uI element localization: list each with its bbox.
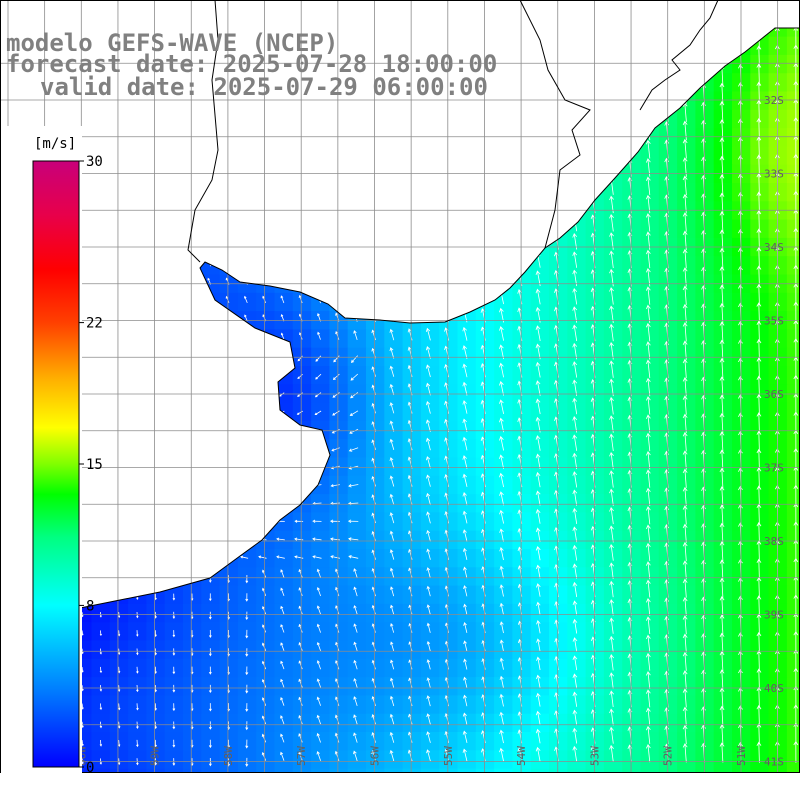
lon-label: 59W xyxy=(149,746,162,766)
lon-label: 60W xyxy=(75,746,88,766)
lon-label: 58W xyxy=(222,746,235,766)
lon-label: 56W xyxy=(369,746,382,766)
lon-label: 52W xyxy=(662,746,675,766)
model-title: modelo GEFS-WAVE (NCEP) xyxy=(6,29,339,57)
lat-label: 34S xyxy=(764,241,784,254)
lat-label: 33S xyxy=(764,168,784,181)
latitude-labels: 32S 33S 34S 35S 36S 37S 38S 39S 40S 41S xyxy=(764,94,784,769)
lat-label: 32S xyxy=(764,94,784,107)
coastline xyxy=(0,0,800,619)
lon-label: 54W xyxy=(515,746,528,766)
lat-label: 35S xyxy=(764,315,784,328)
lat-label: 38S xyxy=(764,535,784,548)
lat-label: 40S xyxy=(764,682,784,695)
forecast-date-title: forecast date: 2025-07-28 18:00:00 xyxy=(6,50,498,78)
valid-date-title: valid date: 2025-07-29 06:00:00 xyxy=(40,73,488,101)
lat-label: 37S xyxy=(764,462,784,475)
lon-label: 55W xyxy=(442,746,455,766)
lon-label: 53W xyxy=(588,746,601,766)
lon-label: 57W xyxy=(295,746,308,766)
lat-label: 39S xyxy=(764,609,784,622)
lat-label: 41S xyxy=(764,756,784,769)
lon-label: 61W xyxy=(2,746,15,766)
lat-label: 36S xyxy=(764,388,784,401)
lon-label: 51W xyxy=(735,746,748,766)
